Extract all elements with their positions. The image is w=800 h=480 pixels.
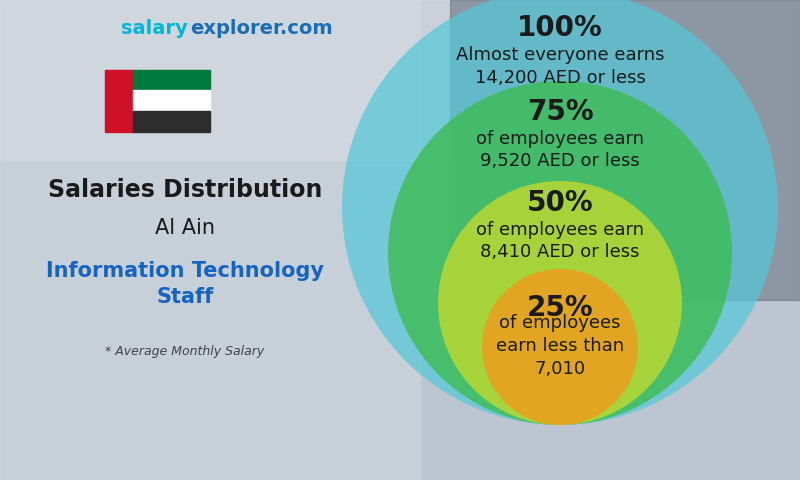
Text: of employees earn
8,410 AED or less: of employees earn 8,410 AED or less [476, 220, 644, 262]
Circle shape [342, 0, 778, 425]
Text: 75%: 75% [526, 98, 594, 126]
Bar [134, 111, 210, 132]
Text: of employees earn
9,520 AED or less: of employees earn 9,520 AED or less [476, 130, 644, 170]
Text: of employees
earn less than
7,010: of employees earn less than 7,010 [496, 314, 624, 378]
Bar [0, 0, 420, 480]
Text: Salaries Distribution: Salaries Distribution [48, 178, 322, 202]
Text: Information Technology
Staff: Information Technology Staff [46, 261, 324, 307]
Text: 100%: 100% [517, 14, 603, 42]
Bar [0, 0, 450, 160]
Bar [134, 90, 210, 111]
Text: salary: salary [122, 19, 188, 37]
Bar [105, 70, 134, 132]
Text: 25%: 25% [526, 294, 594, 322]
Text: Almost everyone earns
14,200 AED or less: Almost everyone earns 14,200 AED or less [456, 46, 664, 87]
Text: 50%: 50% [526, 189, 594, 217]
Bar [134, 70, 210, 90]
Circle shape [438, 181, 682, 425]
Text: explorer.com: explorer.com [190, 19, 333, 37]
Text: Al Ain: Al Ain [155, 218, 215, 238]
Text: * Average Monthly Salary: * Average Monthly Salary [106, 346, 265, 359]
Bar [450, 0, 800, 300]
Circle shape [388, 81, 732, 425]
Circle shape [482, 269, 638, 425]
